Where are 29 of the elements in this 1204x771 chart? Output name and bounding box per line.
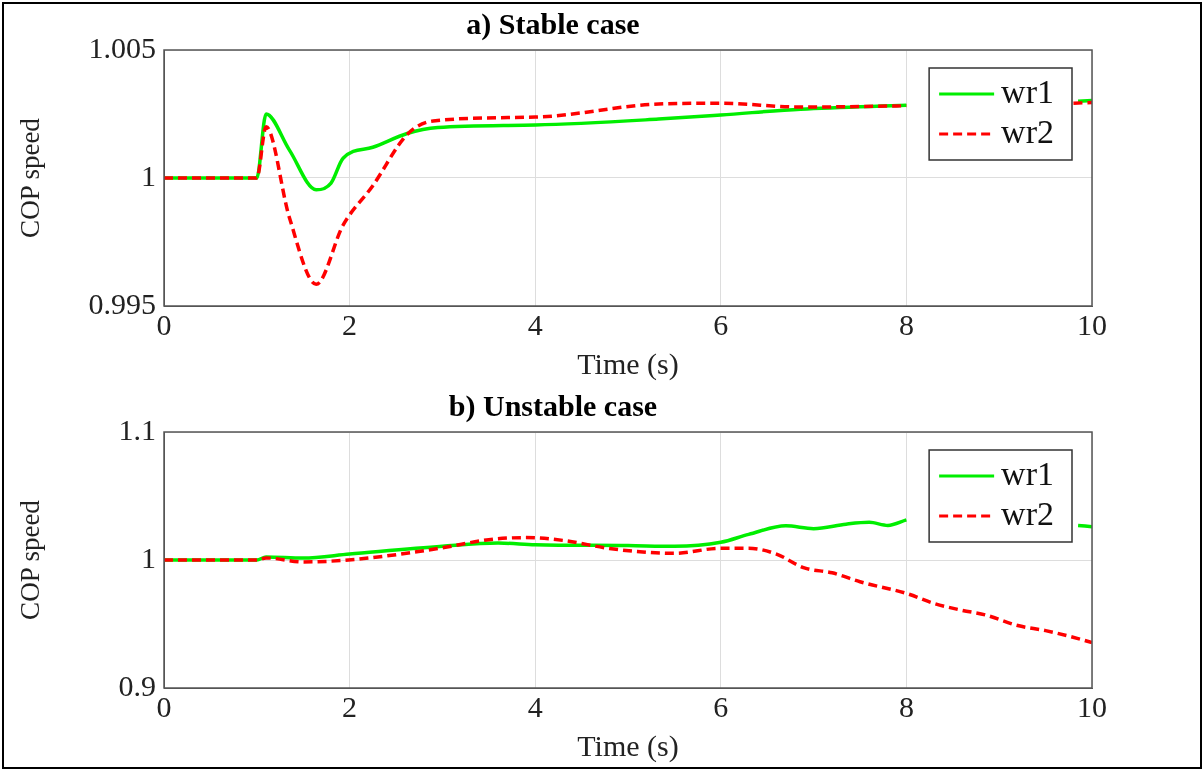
x-tick-label: 0 — [156, 307, 172, 341]
x-axis-title: Time (s) — [577, 728, 679, 763]
y-axis-title: COP speed — [15, 117, 46, 238]
line-series — [164, 535, 1092, 645]
x-tick-label: 0 — [156, 689, 172, 723]
legend-label: wr2 — [1001, 112, 1055, 150]
x-tick-label: 8 — [898, 689, 914, 723]
y-tick-label: 1 — [141, 540, 156, 574]
x-tick-label: 4 — [527, 689, 543, 723]
y-tick-label: 1.1 — [118, 412, 156, 446]
y-axis-title: COP speed — [15, 499, 46, 620]
x-tick-label: 2 — [342, 307, 358, 341]
legend-label: wr2 — [1001, 494, 1055, 532]
chart-title: a) Stable case — [466, 6, 640, 41]
x-tick-label: 8 — [898, 307, 914, 341]
y-tick-label: 0.9 — [118, 668, 156, 702]
x-tick-label: 10 — [1077, 307, 1107, 341]
x-tick-label: 2 — [342, 689, 358, 723]
x-tick-label: 6 — [713, 307, 729, 341]
y-tick-label: 1 — [141, 158, 156, 192]
legend-label: wr1 — [1001, 72, 1055, 110]
x-tick-label: 10 — [1077, 689, 1107, 723]
y-tick-label: 0.995 — [88, 286, 156, 320]
legend-label: wr1 — [1001, 454, 1055, 492]
x-tick-label: 6 — [713, 689, 729, 723]
chart-title: b) Unstable case — [448, 388, 658, 423]
x-axis-title: Time (s) — [577, 346, 679, 381]
y-tick-label: 1.005 — [88, 30, 156, 64]
x-tick-label: 4 — [527, 307, 543, 341]
